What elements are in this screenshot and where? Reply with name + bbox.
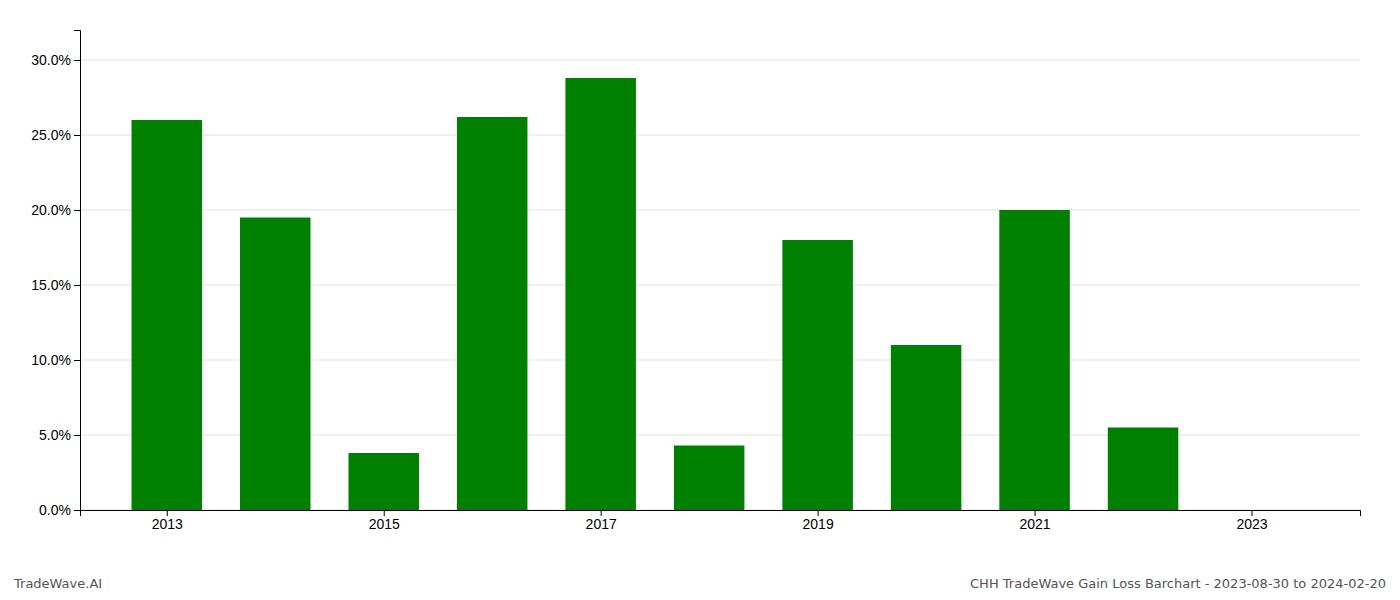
tick-label: 2023: [1236, 516, 1267, 532]
grid: [80, 60, 1360, 510]
footer-text: CHH TradeWave Gain Loss Barchart - 2023-…: [970, 576, 1386, 591]
tick-label: 2017: [586, 516, 617, 532]
bar: [348, 453, 419, 510]
tick: 10.0%: [31, 352, 80, 368]
tick: 25.0%: [31, 127, 80, 143]
tick-label: 15.0%: [31, 277, 71, 293]
tick: 15.0%: [31, 277, 80, 293]
tick: 30.0%: [31, 52, 80, 68]
tick-mark: [74, 285, 80, 286]
tick-mark: [74, 510, 80, 511]
tick-mark: [74, 60, 80, 61]
tick-label: 25.0%: [31, 127, 71, 143]
tick-label: 5.0%: [39, 427, 71, 443]
tick-label: 2019: [803, 516, 834, 532]
tick-mark: [74, 360, 80, 361]
tick-label: 2021: [1019, 516, 1050, 532]
bar: [457, 117, 528, 510]
tick: 2023: [1236, 510, 1267, 532]
tick: 2013: [152, 510, 183, 532]
bar: [565, 78, 636, 510]
axis-line: [81, 511, 1361, 517]
tick-label: 0.0%: [39, 502, 71, 518]
chart-container: 2013 2015 2017 2019 2021 2023 0.0% 5.0% 10.0% 15.…: [0, 0, 1400, 600]
tick: 2021: [1019, 510, 1050, 532]
bar: [999, 210, 1070, 510]
plot-area: [132, 78, 1179, 510]
tick: 0.0%: [39, 502, 80, 518]
x-axis: 2013 2015 2017 2019 2021 2023: [81, 510, 1361, 532]
footer-text: TradeWave.AI: [13, 576, 102, 591]
chart: 2013 2015 2017 2019 2021 2023 0.0% 5.0% 10.0% 15.…: [0, 0, 1400, 600]
tick: 2017: [586, 510, 617, 532]
tick-label: 2013: [152, 516, 183, 532]
tick: 5.0%: [39, 427, 80, 443]
tick-label: 30.0%: [31, 52, 71, 68]
bar: [891, 345, 962, 510]
tick-mark: [74, 435, 80, 436]
grid-line: [80, 60, 1360, 61]
tick-label: 20.0%: [31, 202, 71, 218]
tick-mark: [74, 210, 80, 211]
tick-label: 2015: [369, 516, 400, 532]
tick-mark: [74, 135, 80, 136]
tick: 2015: [369, 510, 400, 532]
bar: [132, 120, 203, 510]
grid-line: [80, 135, 1360, 136]
bar: [782, 240, 853, 510]
bar: [1108, 428, 1179, 511]
axis-line: [74, 31, 81, 511]
tick: 20.0%: [31, 202, 80, 218]
grid-line: [80, 210, 1360, 211]
y-axis: 0.0% 5.0% 10.0% 15.0% 20.0% 25.0% 30.0%: [31, 31, 80, 518]
tick: 2019: [803, 510, 834, 532]
bar: [674, 446, 745, 511]
bar: [240, 218, 311, 511]
bar: [1216, 510, 1287, 511]
tick-label: 10.0%: [31, 352, 71, 368]
